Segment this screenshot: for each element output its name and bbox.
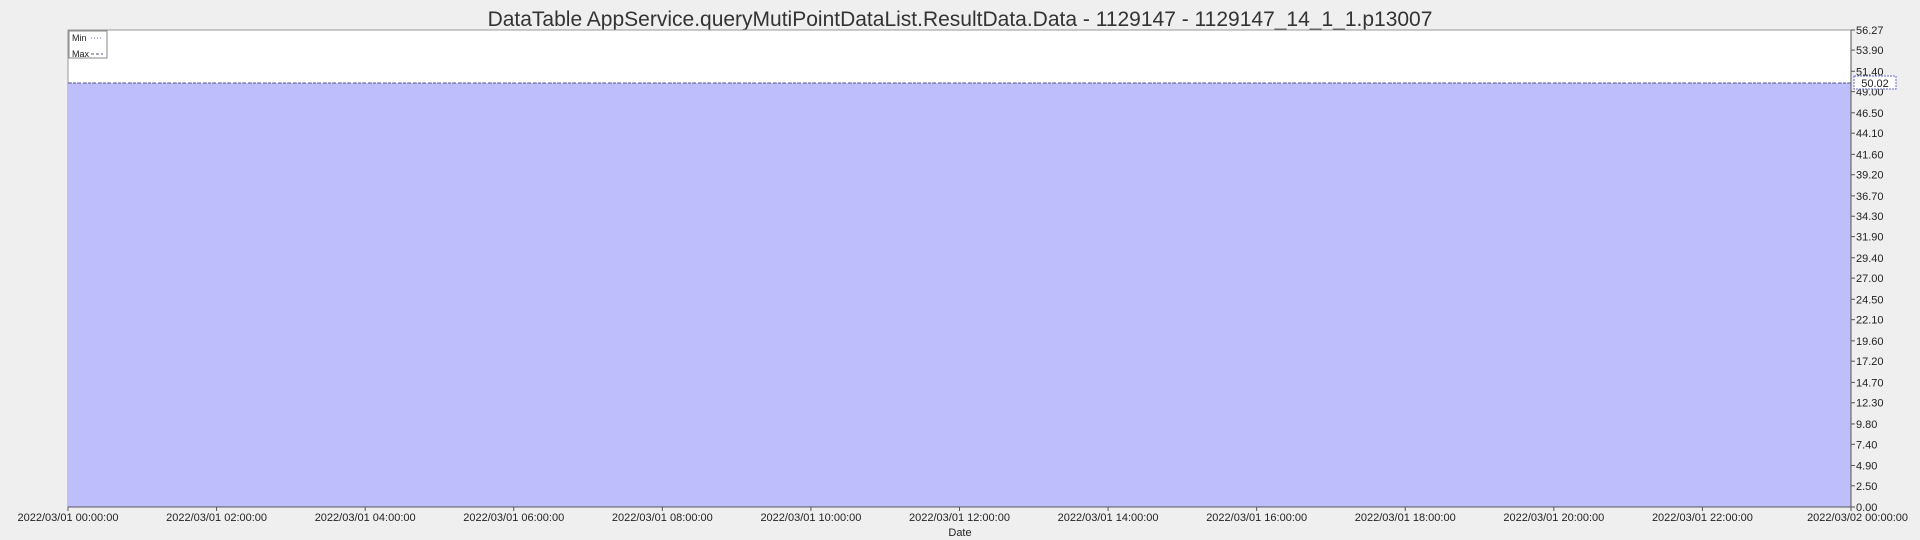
x-tick-label: 2022/03/01 00:00:00 — [18, 512, 119, 524]
y-tick-label: 29.40 — [1856, 253, 1884, 265]
x-axis-label: Date — [948, 527, 971, 539]
x-tick-label: 2022/03/01 22:00:00 — [1652, 512, 1753, 524]
legend[interactable]: Min Max — [68, 30, 108, 59]
y-tick-label: 22.10 — [1856, 315, 1884, 327]
x-tick-label: 2022/03/01 08:00:00 — [612, 512, 713, 524]
x-tick-label: 2022/03/01 16:00:00 — [1206, 512, 1307, 524]
legend-label-max: Max — [72, 49, 90, 59]
y-tick-label: 19.60 — [1856, 336, 1884, 348]
y-tick-label: 4.90 — [1856, 460, 1877, 472]
y-tick-label: 36.70 — [1856, 191, 1884, 203]
x-tick-label: 2022/03/01 06:00:00 — [463, 512, 564, 524]
legend-label-min: Min — [72, 33, 87, 43]
x-axis: 2022/03/01 00:00:00 2022/03/01 02:00:00 20… — [18, 506, 1908, 524]
current-value-label: 50.02 — [1861, 78, 1889, 90]
x-tick-label: 2022/03/01 12:00:00 — [909, 512, 1010, 524]
x-tick-label: 2022/03/01 02:00:00 — [166, 512, 267, 524]
y-axis: 56.27 53.90 51.40 49.00 46.50 44.10 41.60 39.20… — [1850, 25, 1884, 514]
y-tick-label: 2.50 — [1856, 481, 1877, 493]
y-tick-label: 34.30 — [1856, 211, 1884, 223]
chart-title: DataTable AppService.queryMutiPointDataL… — [488, 8, 1433, 31]
x-tick-label: 2022/03/01 04:00:00 — [315, 512, 416, 524]
y-tick-label: 14.70 — [1856, 377, 1884, 389]
y-tick-label: 49.00 — [1856, 87, 1884, 99]
y-tick-label: 46.50 — [1856, 108, 1884, 120]
x-tick-label: 2022/03/02 00:00:00 — [1807, 512, 1908, 524]
y-tick-label: 17.20 — [1856, 356, 1884, 368]
y-tick-label: 27.00 — [1856, 273, 1884, 285]
x-tick-label: 2022/03/01 20:00:00 — [1503, 512, 1604, 524]
y-tick-label: 7.40 — [1856, 439, 1877, 451]
y-tick-label: 56.27 — [1856, 25, 1884, 37]
y-tick-label: 44.10 — [1856, 128, 1884, 140]
y-tick-label: 12.30 — [1856, 398, 1884, 410]
area-layer — [68, 82, 1851, 507]
y-tick-label: 53.90 — [1856, 45, 1884, 57]
y-tick-label: 39.20 — [1856, 170, 1884, 182]
legend-box — [68, 30, 108, 59]
y-tick-label: 41.60 — [1856, 149, 1884, 161]
y-tick-label: 9.80 — [1856, 419, 1877, 431]
y-tick-label: 31.90 — [1856, 232, 1884, 244]
current-value-marker: 50.02 — [1853, 75, 1897, 90]
area-fill — [68, 82, 1851, 507]
y-tick-label: 0.00 — [1856, 502, 1877, 514]
x-tick-label: 2022/03/01 18:00:00 — [1355, 512, 1456, 524]
x-tick-label: 2022/03/01 14:00:00 — [1058, 512, 1159, 524]
x-tick-label: 2022/03/01 10:00:00 — [760, 512, 861, 524]
y-tick-label: 51.40 — [1856, 66, 1884, 78]
y-tick-label: 24.50 — [1856, 294, 1884, 306]
current-value-box — [1853, 75, 1897, 90]
